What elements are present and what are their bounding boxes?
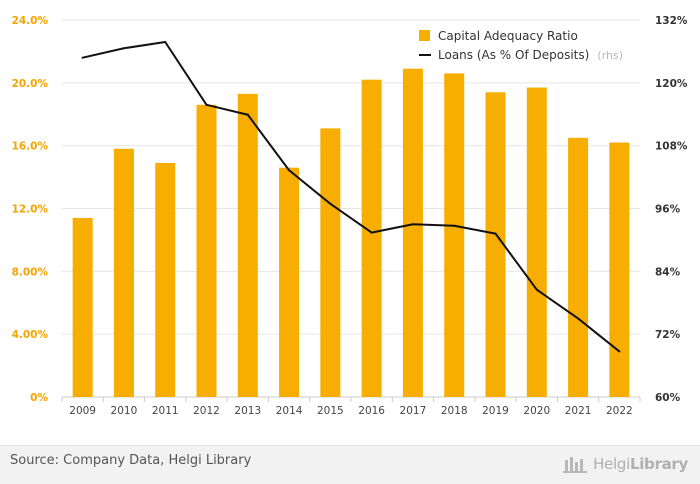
line-point bbox=[329, 202, 332, 205]
bar bbox=[155, 162, 176, 397]
footer: Source: Company Data, Helgi Library Helg… bbox=[0, 445, 700, 484]
bar bbox=[485, 92, 506, 397]
legend-label-capital-adequacy: Capital Adequacy Ratio bbox=[438, 29, 578, 43]
line-point bbox=[288, 169, 291, 172]
bar bbox=[196, 104, 217, 397]
x-axis-tick-label: 2009 bbox=[69, 405, 96, 417]
x-axis-tick-label: 2011 bbox=[152, 405, 179, 417]
right-axis-tick: 120% bbox=[655, 78, 688, 90]
left-axis-tick: 4.00% bbox=[12, 329, 49, 341]
brand-name: HelgiLibrary bbox=[593, 455, 688, 473]
right-axis-tick: 84% bbox=[655, 266, 681, 278]
x-axis-tick-label: 2016 bbox=[358, 405, 385, 417]
x-axis-tick-label: 2010 bbox=[111, 405, 138, 417]
x-axis-tick-label: 2017 bbox=[400, 405, 427, 417]
line-point bbox=[535, 288, 538, 291]
bar bbox=[402, 68, 423, 397]
left-axis-tick: 16.0% bbox=[12, 141, 49, 153]
x-axis-tick-label: 2020 bbox=[523, 405, 550, 417]
x-axis-tick-label: 2021 bbox=[565, 405, 592, 417]
library-icon bbox=[563, 457, 588, 473]
bar bbox=[361, 79, 382, 398]
right-axis: 60% 72% 84% 96% 108% 120% 132% bbox=[655, 15, 688, 404]
legend-swatch-capital-adequacy bbox=[419, 30, 430, 41]
bar bbox=[113, 148, 134, 397]
bar bbox=[609, 142, 630, 397]
line-point bbox=[577, 317, 580, 320]
gridlines bbox=[62, 19, 640, 398]
line-point bbox=[370, 231, 373, 234]
bar bbox=[568, 137, 589, 397]
bar-series bbox=[72, 68, 630, 398]
brand-logo[interactable]: HelgiLibrary bbox=[563, 451, 688, 477]
right-axis-tick: 96% bbox=[655, 204, 681, 216]
x-axis-tick-label: 2022 bbox=[606, 405, 633, 417]
loans-line bbox=[82, 40, 620, 353]
line-point bbox=[81, 56, 84, 59]
line-point bbox=[205, 103, 208, 106]
left-axis-tick: 0% bbox=[30, 392, 48, 404]
x-axis: 2009 2010 2011 2012 2013 2014 2015 2016 2017 2018… bbox=[61, 397, 641, 417]
line-point bbox=[246, 113, 249, 116]
bar bbox=[320, 128, 341, 397]
bar bbox=[237, 93, 258, 398]
legend-label-loans: Loans (As % Of Deposits) (rhs) bbox=[438, 44, 623, 63]
bar bbox=[279, 167, 300, 397]
left-axis: 0% 4.00% 8.00% 12.0% 16.0% 20.0% 24.0% bbox=[12, 15, 49, 404]
line-point bbox=[453, 224, 456, 227]
left-axis-tick: 24.0% bbox=[12, 15, 49, 27]
x-axis-tick-label: 2018 bbox=[441, 405, 468, 417]
line-point bbox=[618, 350, 621, 353]
bar bbox=[72, 217, 93, 397]
line-series bbox=[81, 40, 621, 353]
right-axis-tick: 60% bbox=[655, 392, 681, 404]
right-axis-tick: 108% bbox=[655, 141, 688, 153]
line-point bbox=[122, 47, 125, 50]
x-axis-tick-label: 2012 bbox=[193, 405, 220, 417]
right-axis-tick: 72% bbox=[655, 329, 681, 341]
right-axis-tick: 132% bbox=[655, 15, 688, 27]
bar bbox=[526, 87, 547, 397]
line-point bbox=[494, 232, 497, 235]
x-axis-tick-label: 2019 bbox=[482, 405, 509, 417]
source-note: Source: Company Data, Helgi Library bbox=[10, 453, 252, 468]
x-axis-tick-label: 2015 bbox=[317, 405, 344, 417]
x-axis-tick-label: 2014 bbox=[276, 405, 303, 417]
line-point bbox=[164, 40, 167, 43]
bar bbox=[444, 73, 465, 398]
left-axis-tick: 8.00% bbox=[12, 266, 49, 278]
left-axis-tick: 20.0% bbox=[12, 78, 49, 90]
legend: Capital Adequacy Ratio Loans (As % Of De… bbox=[419, 29, 623, 63]
chart: 0% 4.00% 8.00% 12.0% 16.0% 20.0% 24.0% 60% 72% 8… bbox=[12, 15, 688, 417]
line-point bbox=[411, 223, 414, 226]
left-axis-tick: 12.0% bbox=[12, 204, 49, 216]
x-axis-tick-label: 2013 bbox=[234, 405, 261, 417]
